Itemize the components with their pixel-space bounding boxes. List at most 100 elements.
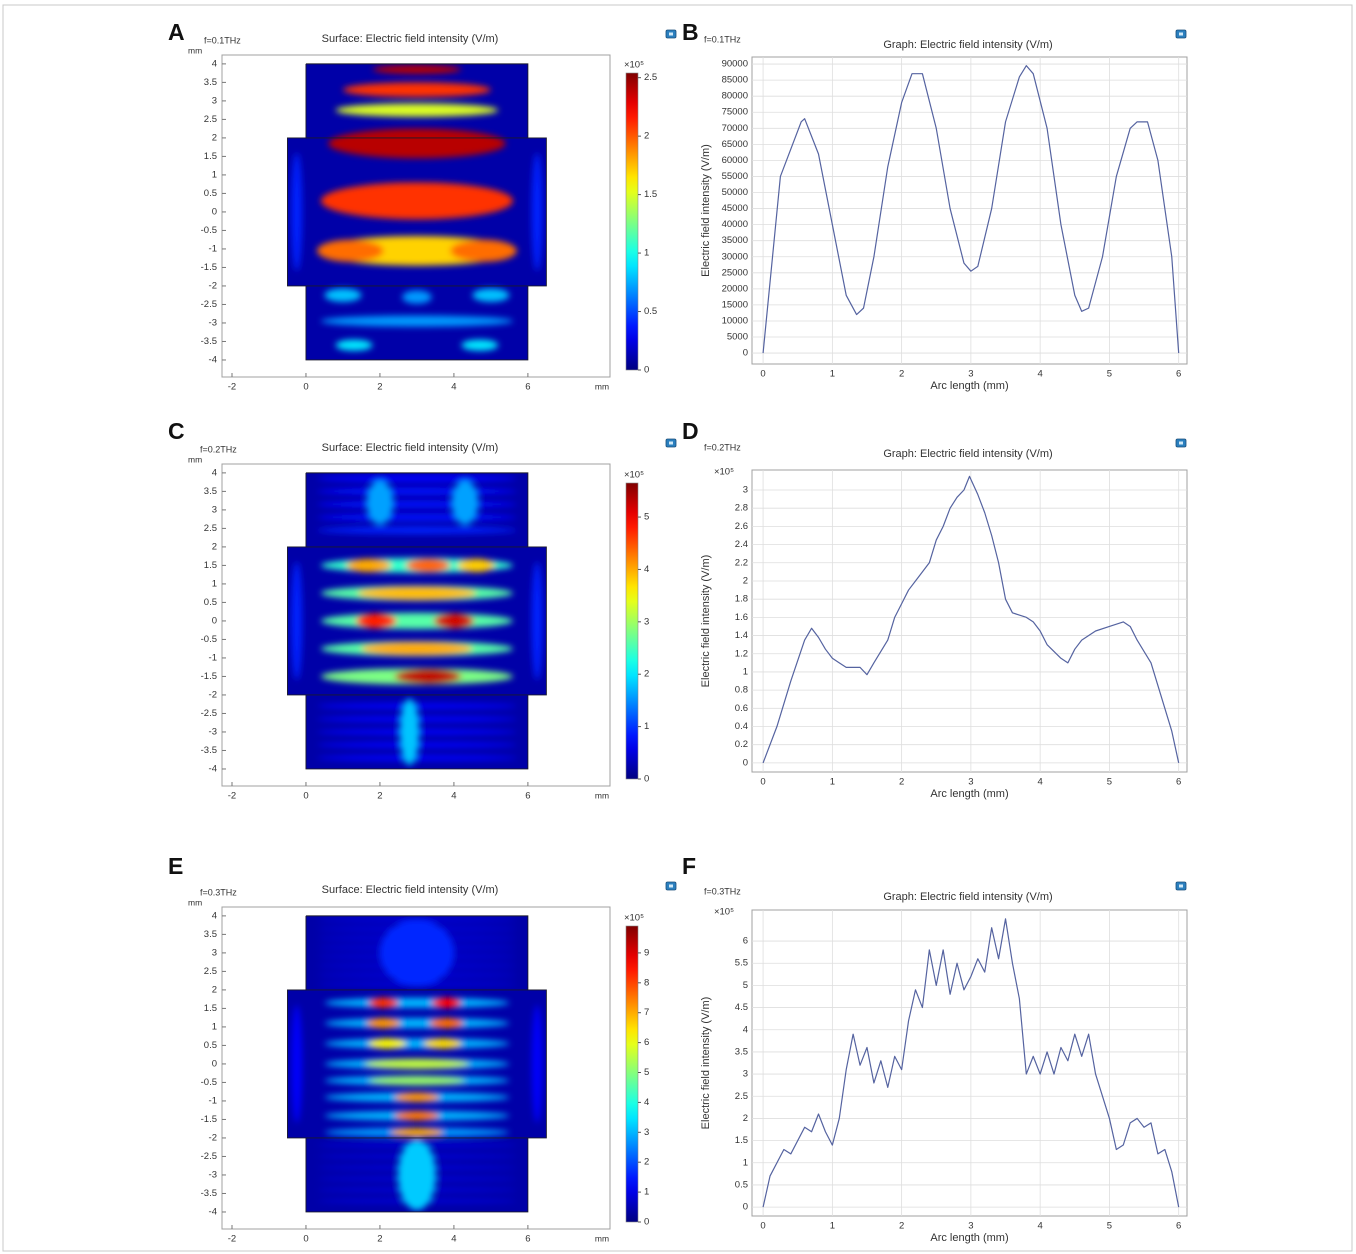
y-multiplier: ×10⁵ <box>714 467 734 478</box>
field-spot <box>402 290 432 304</box>
field-map <box>287 472 547 769</box>
y-tick-label: 15000 <box>722 299 748 310</box>
field-spot <box>394 1092 440 1103</box>
y-tick-label: 65000 <box>722 139 748 150</box>
y-tick-label: 1.5 <box>204 151 217 162</box>
data-line <box>762 475 1180 764</box>
x-tick-label: 0 <box>760 777 765 788</box>
x-tick-label: 4 <box>451 1234 456 1245</box>
field-spot <box>366 480 393 525</box>
plot-frame <box>751 909 1188 1217</box>
panel-title: Graph: Electric field intensity (V/m) <box>883 891 1052 903</box>
field-spot <box>379 919 454 987</box>
x-tick-label: 0 <box>303 1234 308 1245</box>
x-axis-label: Arc length (mm) <box>930 380 1008 392</box>
y-tick-label: -3.5 <box>201 745 217 756</box>
y-tick-label: -2.5 <box>201 299 217 310</box>
x-tick-label: 6 <box>525 382 530 393</box>
y-multiplier: ×10⁵ <box>714 907 734 918</box>
data-line <box>762 65 1180 354</box>
field-spot <box>366 1018 401 1029</box>
camera-icon-lens <box>669 32 673 36</box>
field-spot <box>317 754 517 761</box>
frequency-label: f=0.1THz <box>204 35 241 45</box>
y-tick-label: 3 <box>743 485 748 496</box>
panel-title: Surface: Electric field intensity (V/m) <box>322 33 499 45</box>
data-line <box>762 918 1180 1208</box>
y-tick-label: 60000 <box>722 155 748 166</box>
field-spot <box>346 558 392 573</box>
y-tick-label: -4 <box>209 354 217 365</box>
frequency-label: f=0.3THz <box>704 886 741 896</box>
x-tick-label: 6 <box>1176 777 1181 788</box>
x-tick-label: 4 <box>1038 369 1043 380</box>
y-tick-label: 2.8 <box>735 503 748 514</box>
field-spot <box>335 103 499 117</box>
field-spots <box>291 474 543 766</box>
colorbar-tick-label: 4 <box>644 1097 649 1108</box>
y-tick-label: 1.2 <box>735 648 748 659</box>
y-tick-label: 10000 <box>722 315 748 326</box>
y-tick-label: -0.5 <box>201 1077 217 1088</box>
y-tick-label: 40000 <box>722 219 748 230</box>
y-tick-label: 3.5 <box>735 1046 748 1057</box>
colorbar-multiplier: ×10⁵ <box>624 60 644 71</box>
x-tick-label: 2 <box>377 791 382 802</box>
panel-letter: A <box>168 19 185 45</box>
panel-title: Surface: Electric field intensity (V/m) <box>322 884 499 896</box>
y-tick-label: 2 <box>743 575 748 586</box>
field-spot <box>291 152 303 272</box>
panel-letter: D <box>682 418 699 444</box>
x-tick-label: -2 <box>228 1234 236 1245</box>
colorbar-tick-label: 1.5 <box>644 189 657 200</box>
colorbar-tick-label: 3 <box>644 1127 649 1138</box>
y-tick-label: 0 <box>743 348 748 359</box>
y-tick-label: 0 <box>212 1058 217 1069</box>
field-spots <box>291 64 543 351</box>
field-spot <box>317 239 384 262</box>
y-tick-label: 70000 <box>722 123 748 134</box>
colorbar-tick-label: 0.5 <box>644 306 657 317</box>
frequency-label: f=0.1THz <box>704 34 741 44</box>
y-tick-label: 0.2 <box>735 739 748 750</box>
colorbar <box>625 925 639 1223</box>
camera-icon-lens <box>669 884 673 888</box>
field-spot <box>342 82 491 98</box>
colorbar-tick-label: 2 <box>644 131 649 142</box>
colorbar-tick-label: 1 <box>644 248 649 259</box>
x-tick-label: 1 <box>830 1221 835 1232</box>
y-tick-label: 45000 <box>722 203 748 214</box>
field-spot <box>317 487 517 496</box>
y-tick-label: 0.4 <box>735 721 748 732</box>
y-tick-label: 3.5 <box>204 929 217 940</box>
panel-letter: F <box>682 853 696 879</box>
field-spot <box>317 916 517 923</box>
y-tick-label: 3 <box>212 504 217 515</box>
field-spot <box>317 703 517 710</box>
x-tick-label: 6 <box>1176 369 1181 380</box>
field-spots <box>291 916 543 1211</box>
field-spot <box>328 128 506 159</box>
colorbar-tick-label: 1 <box>644 721 649 732</box>
y-tick-label: 3 <box>212 947 217 958</box>
y-tick-label: -1.5 <box>201 262 217 273</box>
y-tick-label: 90000 <box>722 59 748 70</box>
field-spot <box>324 1018 510 1029</box>
y-tick-label: 35000 <box>722 235 748 246</box>
figure-border <box>2 4 1353 1252</box>
y-unit: mm <box>188 45 202 55</box>
frequency-label: f=0.3THz <box>200 887 237 897</box>
y-tick-label: 1.5 <box>204 560 217 571</box>
y-tick-label: 2 <box>212 984 217 995</box>
field-spot <box>291 561 303 681</box>
x-tick-label: 4 <box>1038 777 1043 788</box>
y-tick-label: 50000 <box>722 187 748 198</box>
field-spot <box>394 1110 440 1121</box>
field-map <box>287 63 547 360</box>
y-tick-label: 0.5 <box>204 188 217 199</box>
y-tick-label: 25000 <box>722 267 748 278</box>
y-tick-label: 85000 <box>722 75 748 86</box>
y-tick-label: 1.6 <box>735 612 748 623</box>
